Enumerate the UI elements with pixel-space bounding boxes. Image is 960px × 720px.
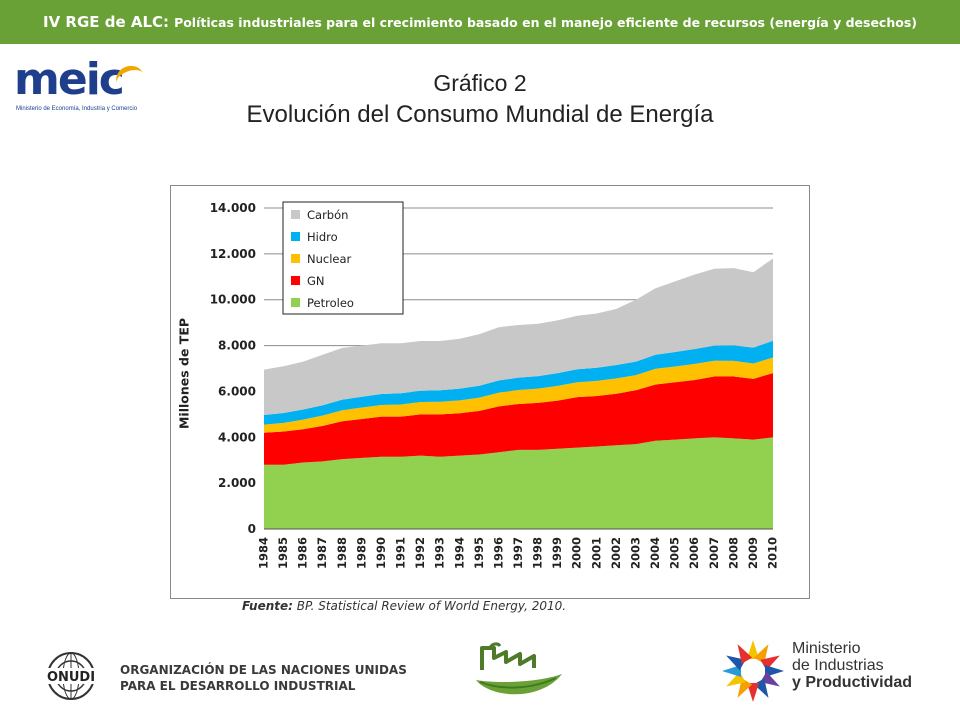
legend-swatch-petroleo — [291, 298, 300, 307]
y-tick-label: 14.000 — [210, 201, 256, 215]
sun-emblem-icon — [722, 640, 784, 702]
y-tick-label: 2.000 — [218, 476, 256, 490]
header-main-title: IV RGE de ALC: — [43, 13, 170, 31]
ministerio-line1: Ministerio — [792, 640, 861, 657]
onudi-text: ORGANIZACIÓN DE LAS NACIONES UNIDAS PARA… — [120, 662, 407, 694]
legend-box — [282, 201, 404, 315]
x-tick-label: 1989 — [354, 537, 368, 569]
y-tick-label: 4.000 — [218, 430, 256, 444]
y-tick-label: 8.000 — [218, 339, 256, 353]
source-label: Fuente: — [242, 599, 293, 613]
ministerio-line2: de Industrias — [792, 657, 912, 674]
legend-label: Carbón — [307, 208, 348, 222]
leaf-factory-logo-icon — [476, 642, 562, 695]
x-tick-label: 1986 — [296, 537, 310, 569]
y-axis-title: Millones de TEP — [177, 318, 192, 429]
chart-title-line2: Evolución del Consumo Mundial de Energía — [246, 101, 714, 128]
source-text: BP. Statistical Review of World Energy, … — [292, 599, 567, 613]
area-nuclear — [264, 357, 773, 433]
legend-label: Nuclear — [307, 252, 352, 266]
onudi-seal-text: ONUDI — [47, 670, 95, 685]
header-subtitle: Políticas industriales para el crecimien… — [174, 14, 917, 30]
x-tick-label: 1994 — [452, 537, 466, 569]
onudi-logo: ONUDI ORGANIZACIÓN DE LAS NACIONES UNIDA… — [42, 648, 407, 704]
ministerio-line2-text: de Industrias — [792, 657, 884, 674]
x-tick-label: 1985 — [276, 537, 290, 569]
x-tick-label: 2005 — [668, 537, 682, 569]
chart-frame: 0 2.000 4.000 6.000 8.000 10.000 12.000 14.000 1… — [170, 185, 810, 599]
x-tick-label: 2000 — [570, 537, 584, 569]
x-tick-label: 1991 — [394, 537, 408, 569]
y-tick-label: 10.000 — [210, 293, 256, 307]
x-tick-label: 1996 — [491, 537, 505, 569]
onudi-line1: ORGANIZACIÓN DE LAS NACIONES UNIDAS — [120, 663, 407, 677]
chart-title-line1: Gráfico 2 — [433, 70, 527, 96]
meic-logo-tagline: Ministerio de Economía, Industria y Come… — [16, 106, 138, 112]
onudi-line2: PARA EL DESARROLLO INDUSTRIAL — [120, 679, 356, 693]
legend-label: GN — [307, 274, 325, 288]
x-tick-label: 1988 — [335, 537, 349, 569]
y-tick-label: 6.000 — [218, 384, 256, 398]
area-gn — [264, 373, 773, 465]
x-tick-label: 2008 — [726, 537, 740, 569]
legend-swatch-carbon — [291, 210, 300, 219]
x-tick-label: 1990 — [374, 537, 388, 569]
x-tick-label: 1987 — [315, 537, 329, 569]
area-petroleo — [264, 437, 773, 529]
legend-swatch-gn — [291, 276, 300, 285]
area-hidro — [264, 340, 773, 425]
ministerio-line3: y Productividad — [792, 674, 913, 691]
x-tick-label: 1984 — [257, 537, 271, 569]
x-tick-label: 1998 — [531, 537, 545, 569]
legend-swatch-hidro — [291, 232, 300, 241]
legend-label: Petroleo — [307, 296, 354, 310]
x-tick-label: 1999 — [550, 537, 564, 569]
x-tick-label: 2001 — [589, 537, 603, 569]
x-tick-label: 2004 — [648, 537, 662, 569]
x-tick-label: 2002 — [609, 537, 623, 569]
x-tick-label: 1992 — [413, 537, 427, 569]
x-tick-label: 1993 — [433, 537, 447, 569]
energy-area-chart: 0 2.000 4.000 6.000 8.000 10.000 12.000 14.000 1… — [177, 201, 780, 569]
x-tick-label: 1997 — [511, 537, 525, 569]
y-tick-label: 12.000 — [210, 247, 256, 261]
x-tick-label: 2010 — [766, 537, 780, 569]
area-carbon — [264, 258, 773, 416]
meic-logo-word: meic — [14, 54, 125, 105]
ministerio-logo: Ministerio de Industrias y Productividad — [720, 636, 920, 708]
x-tick-label: 2003 — [628, 537, 642, 569]
x-tick-label: 1995 — [472, 537, 486, 569]
x-tick-label: 2007 — [707, 537, 721, 569]
x-tick-label: 2009 — [746, 537, 760, 569]
ministerio-text: Ministerio de Industrias y Productividad — [792, 640, 912, 691]
legend-label: Hidro — [307, 230, 338, 244]
header-bar: IV RGE de ALC: Políticas industriales pa… — [0, 0, 960, 44]
meic-logo: meic Ministerio de Economía, Industria y… — [12, 54, 152, 118]
x-tick-label: 2006 — [687, 537, 701, 569]
chart-source: Fuente: BP. Statistical Review of World … — [242, 599, 566, 613]
un-emblem-icon: ONUDI — [44, 652, 98, 700]
legend-swatch-nuclear — [291, 254, 300, 263]
y-tick-label: 0 — [248, 522, 256, 536]
